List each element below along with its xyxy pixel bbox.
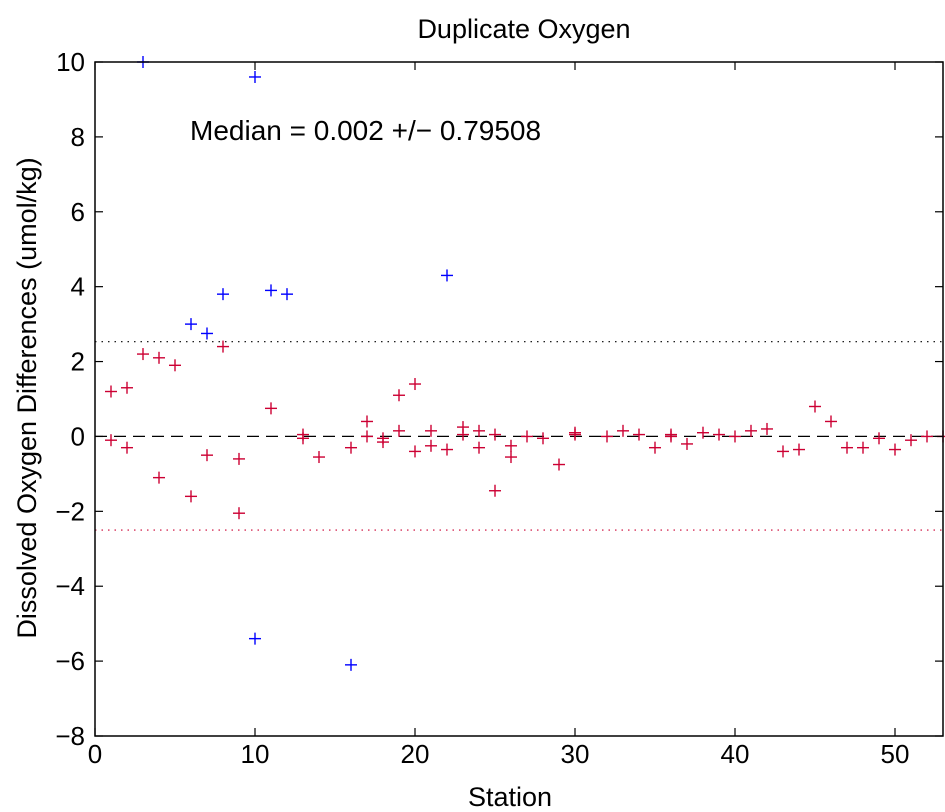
x-tick-label: 0 <box>88 739 102 769</box>
plus-marker <box>297 432 309 445</box>
plus-marker <box>617 424 629 437</box>
x-tick-label: 30 <box>561 739 590 769</box>
plus-marker <box>105 434 117 447</box>
plus-marker <box>569 428 581 441</box>
plus-marker <box>249 632 261 645</box>
plus-marker <box>361 415 373 428</box>
y-tick-label: −8 <box>55 721 85 751</box>
plus-marker <box>441 443 453 456</box>
plus-marker <box>457 428 469 441</box>
plus-marker <box>553 458 565 471</box>
plus-marker <box>233 507 245 520</box>
plus-marker <box>281 288 293 301</box>
plus-marker <box>665 430 677 443</box>
plus-marker <box>777 445 789 458</box>
plus-marker <box>905 434 917 447</box>
plus-marker <box>409 378 421 391</box>
plus-marker <box>649 441 661 454</box>
y-tick-label: 2 <box>71 347 85 377</box>
plus-marker <box>873 432 885 445</box>
plus-marker <box>521 430 533 443</box>
plot-frame <box>94 61 944 737</box>
plus-marker <box>425 439 437 452</box>
plus-marker <box>153 351 165 364</box>
plus-marker <box>265 284 277 297</box>
x-axis-label: Station <box>468 782 552 812</box>
plus-marker <box>761 422 773 435</box>
y-tick-label: 4 <box>71 272 85 302</box>
plus-marker <box>201 449 213 462</box>
plus-marker <box>361 430 373 443</box>
plus-marker <box>249 70 261 83</box>
y-tick-label: 0 <box>71 421 85 451</box>
plus-marker <box>601 430 613 443</box>
y-tick-label: −6 <box>55 646 85 676</box>
plus-marker <box>185 490 197 503</box>
y-axis-label: Dissolved Oxygen Differences (umol/kg) <box>12 157 42 638</box>
plus-marker <box>409 445 421 458</box>
plus-marker <box>825 415 837 428</box>
plus-marker <box>185 318 197 331</box>
plus-marker <box>137 348 149 361</box>
axes: 0 10 20 30 40 50 −8 −6 −4 −2 0 2 4 6 8 10 <box>55 47 944 769</box>
plus-marker <box>505 439 517 452</box>
plus-marker <box>169 359 181 372</box>
plus-marker <box>809 400 821 413</box>
data-points <box>105 56 945 671</box>
y-tick-label: 8 <box>71 122 85 152</box>
plus-marker <box>425 424 437 437</box>
reference-lines <box>95 341 943 531</box>
plus-marker <box>393 424 405 437</box>
plus-marker <box>921 430 933 443</box>
y-tick-label: −2 <box>55 496 85 526</box>
plus-marker <box>377 436 389 449</box>
plus-marker <box>121 381 133 394</box>
plus-marker <box>489 484 501 497</box>
plus-marker <box>345 658 357 671</box>
plus-marker <box>153 471 165 484</box>
plus-marker <box>841 441 853 454</box>
plus-marker <box>105 385 117 398</box>
plus-marker <box>441 269 453 282</box>
plus-marker <box>217 340 229 353</box>
plus-marker <box>121 441 133 454</box>
plus-marker <box>233 452 245 465</box>
plus-marker <box>201 327 213 340</box>
plus-marker <box>681 437 693 450</box>
plus-marker <box>713 428 725 441</box>
plus-marker <box>265 402 277 415</box>
plus-marker <box>313 451 325 464</box>
y-tick-label: −4 <box>55 571 85 601</box>
plus-marker <box>745 424 757 437</box>
plus-marker <box>697 426 709 439</box>
plus-marker <box>889 443 901 456</box>
plus-marker <box>489 428 501 441</box>
plus-marker <box>633 428 645 441</box>
y-tick-label: 6 <box>71 197 85 227</box>
x-tick-label: 50 <box>881 739 910 769</box>
x-tick-label: 40 <box>721 739 750 769</box>
plus-marker <box>505 451 517 464</box>
plus-marker <box>793 443 805 456</box>
chart-title: Duplicate Oxygen <box>417 14 630 44</box>
x-tick-label: 20 <box>401 739 430 769</box>
plus-marker <box>393 389 405 402</box>
plus-marker <box>857 441 869 454</box>
x-tick-label: 10 <box>241 739 270 769</box>
median-annotation: Median = 0.002 +/− 0.79508 <box>190 115 541 146</box>
plus-marker <box>473 424 485 437</box>
plus-marker <box>217 288 229 301</box>
plus-marker <box>473 441 485 454</box>
plus-marker <box>729 430 741 443</box>
y-tick-label: 10 <box>56 47 85 77</box>
plus-marker <box>537 432 549 445</box>
plus-marker <box>345 441 357 454</box>
